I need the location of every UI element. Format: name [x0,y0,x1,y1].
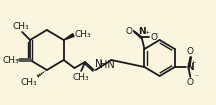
Text: CH₃: CH₃ [74,30,91,39]
Text: CH₃: CH₃ [73,73,89,82]
Text: ⁻: ⁻ [154,30,158,39]
Text: O: O [187,78,194,87]
Text: N: N [138,27,145,36]
Text: CH₃: CH₃ [3,56,19,64]
Text: N: N [95,59,102,69]
Text: O: O [187,47,194,56]
Text: +: + [145,30,150,35]
Text: ⁻: ⁻ [194,72,198,81]
Text: CH₃: CH₃ [13,22,30,30]
Text: N: N [186,62,194,72]
Polygon shape [64,34,74,40]
Text: O: O [126,26,133,35]
Text: +: + [190,60,195,65]
Text: HN: HN [100,60,114,70]
Text: O: O [150,33,157,41]
Text: CH₃: CH₃ [21,78,37,87]
